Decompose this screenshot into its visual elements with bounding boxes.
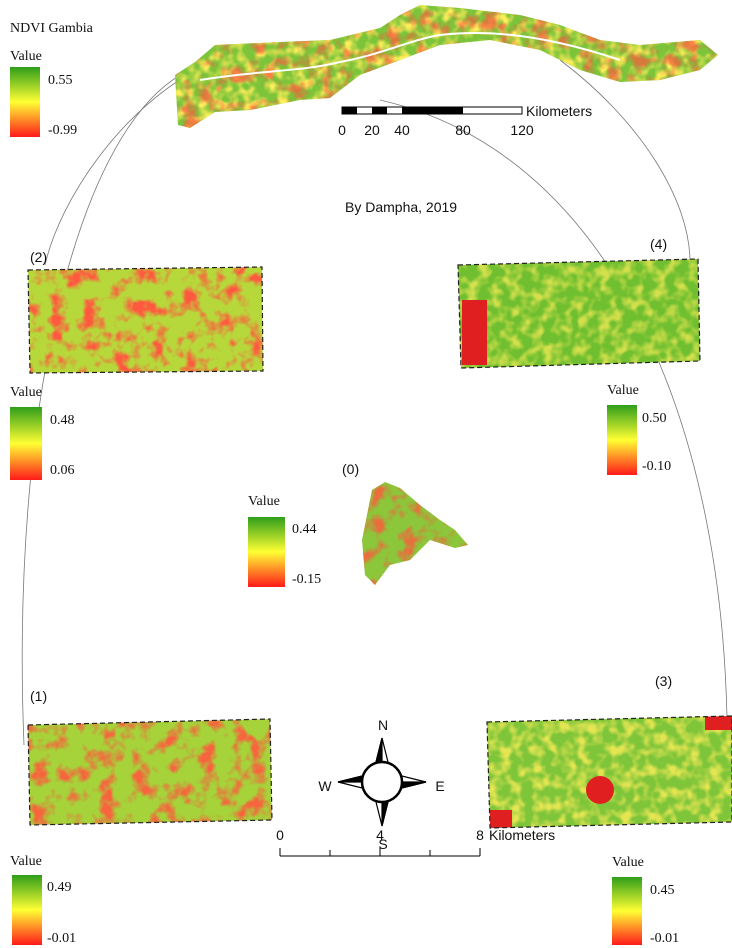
legend-ramp [248, 517, 285, 587]
legend-title: Value [10, 385, 42, 400]
panel-image [360, 480, 470, 590]
callout-arc [380, 100, 727, 718]
legend-ramp [10, 407, 42, 480]
scale-label: 80 [455, 122, 471, 138]
panel-label: (1) [30, 688, 47, 704]
scale-label: 4 [376, 827, 384, 843]
credit: By Dampha, 2019 [345, 199, 457, 215]
legend-title: Value [248, 494, 280, 509]
map-title: NDVI Gambia [10, 21, 94, 36]
legend-ramp [10, 67, 40, 137]
legend-ramp [607, 405, 637, 475]
legend-ramp [612, 877, 642, 945]
legend-max: 0.55 [48, 73, 73, 88]
scale-label: 8 [476, 827, 484, 843]
scale-label: 0 [338, 122, 346, 138]
scale-label: 20 [364, 122, 380, 138]
legend-ramp [12, 875, 42, 945]
legend-min: -0.15 [292, 572, 321, 587]
legend-title: Value [10, 854, 42, 869]
north-arrow [338, 738, 426, 826]
panel-label: (0) [342, 461, 359, 477]
scale-unit: Kilometers [489, 827, 555, 843]
legend-max: 0.44 [292, 522, 317, 537]
compass-north: N [378, 717, 388, 733]
panel-label: (3) [655, 673, 672, 689]
legend-title: Value [612, 855, 644, 870]
panel-image [20, 715, 280, 830]
scale-unit: Kilometers [526, 103, 592, 119]
scale-label: 40 [394, 122, 410, 138]
panel-label: (2) [30, 249, 47, 265]
legend-title: Value [607, 383, 639, 398]
callout-arc [22, 70, 190, 745]
legend-max: 0.49 [47, 880, 72, 895]
panel-image [455, 255, 705, 375]
panel-label: (4) [650, 236, 667, 252]
legend-min: 0.06 [50, 463, 75, 478]
compass-west: W [318, 778, 332, 794]
panel-image [20, 260, 270, 380]
legend-max: 0.50 [642, 411, 667, 426]
inset-scale-bar [280, 848, 480, 856]
legend-max: 0.45 [650, 883, 675, 898]
scale-label: 0 [276, 827, 284, 843]
country-ndvi [170, 0, 730, 135]
legend-max: 0.48 [50, 413, 75, 428]
legend-min: -0.01 [650, 931, 679, 946]
legend-title: Value [10, 49, 42, 64]
scale-bar [342, 107, 522, 114]
legend-min: -0.01 [47, 931, 76, 946]
map-layout: NDVI Gambia Value 0.55 -0.99 0 20 40 80 … [0, 0, 732, 948]
panel-image [485, 712, 732, 832]
legend-min: -0.10 [642, 459, 671, 474]
legend-min: -0.99 [48, 123, 77, 138]
scale-label: 120 [510, 122, 534, 138]
callout-arc [560, 60, 690, 262]
compass-east: E [435, 778, 444, 794]
